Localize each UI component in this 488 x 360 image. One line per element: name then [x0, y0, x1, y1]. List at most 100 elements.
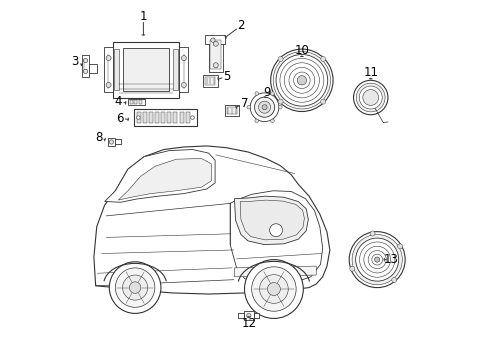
Circle shape [276, 54, 327, 106]
Bar [139, 100, 142, 104]
Bar [114, 49, 119, 90]
Circle shape [254, 119, 258, 123]
Circle shape [254, 97, 274, 117]
Polygon shape [234, 266, 316, 277]
Text: 4: 4 [114, 95, 122, 108]
Bar [179, 112, 183, 123]
Bar [142, 112, 147, 123]
Text: 7: 7 [240, 98, 248, 111]
Circle shape [250, 93, 278, 122]
Circle shape [348, 231, 405, 288]
Circle shape [129, 282, 141, 293]
Bar [204, 35, 224, 44]
Circle shape [391, 278, 396, 283]
Circle shape [181, 82, 186, 87]
Text: 11: 11 [363, 66, 377, 79]
Text: 12: 12 [241, 317, 256, 330]
Circle shape [267, 283, 280, 296]
Bar [208, 37, 223, 72]
Circle shape [397, 244, 402, 249]
Circle shape [106, 82, 111, 87]
Bar [173, 112, 177, 123]
Circle shape [269, 224, 282, 237]
Bar [226, 107, 237, 114]
Bar [149, 112, 153, 123]
Circle shape [374, 257, 379, 262]
Bar [155, 112, 159, 123]
Circle shape [122, 275, 147, 300]
Circle shape [258, 101, 270, 113]
Circle shape [270, 92, 274, 95]
Polygon shape [118, 158, 211, 200]
Circle shape [246, 105, 250, 109]
Bar [210, 40, 221, 69]
Circle shape [136, 116, 140, 120]
Polygon shape [230, 191, 322, 284]
Circle shape [106, 55, 111, 60]
Bar [167, 112, 171, 123]
Bar [137, 112, 141, 123]
Circle shape [83, 69, 88, 73]
Circle shape [278, 105, 282, 109]
Circle shape [259, 275, 287, 303]
Circle shape [320, 99, 325, 104]
Circle shape [349, 266, 354, 271]
Circle shape [262, 105, 266, 110]
Bar [205, 77, 215, 85]
Text: 13: 13 [383, 253, 398, 266]
Bar [134, 109, 196, 126]
Text: 5: 5 [223, 69, 230, 82]
Circle shape [359, 86, 382, 109]
Circle shape [115, 268, 155, 307]
Bar [253, 313, 259, 319]
Circle shape [190, 116, 194, 120]
Bar [134, 100, 137, 104]
Circle shape [278, 99, 283, 104]
Bar [172, 49, 178, 90]
Circle shape [109, 140, 113, 144]
Polygon shape [94, 146, 329, 294]
Bar [82, 55, 89, 77]
Bar [89, 64, 97, 73]
Bar [203, 75, 217, 87]
Circle shape [273, 51, 330, 109]
Circle shape [369, 231, 374, 236]
Bar [115, 139, 121, 144]
Circle shape [320, 57, 325, 62]
Bar [179, 47, 188, 92]
Text: 8: 8 [95, 131, 102, 144]
Circle shape [246, 314, 250, 318]
Circle shape [355, 238, 398, 281]
Text: 3: 3 [71, 55, 79, 68]
Bar [128, 99, 145, 105]
Circle shape [251, 267, 296, 311]
Text: 6: 6 [116, 112, 123, 125]
Bar [161, 112, 165, 123]
Circle shape [353, 80, 387, 115]
Circle shape [83, 58, 88, 63]
Polygon shape [234, 196, 308, 244]
Text: 1: 1 [140, 10, 147, 23]
Circle shape [362, 90, 378, 105]
Circle shape [254, 92, 258, 95]
Bar [244, 311, 253, 320]
Circle shape [213, 41, 218, 46]
Circle shape [270, 119, 274, 123]
Polygon shape [240, 200, 304, 240]
Bar [107, 138, 115, 146]
Circle shape [109, 262, 161, 314]
Circle shape [210, 38, 215, 42]
Circle shape [351, 234, 402, 285]
Circle shape [270, 49, 332, 112]
Circle shape [181, 55, 186, 60]
Bar [122, 48, 169, 91]
Bar [129, 100, 132, 104]
Circle shape [244, 260, 303, 319]
Text: 9: 9 [263, 86, 270, 99]
Bar [224, 105, 239, 116]
Text: 2: 2 [237, 19, 244, 32]
Polygon shape [104, 149, 215, 202]
Circle shape [213, 63, 218, 68]
Circle shape [278, 57, 283, 62]
Bar [113, 42, 179, 98]
